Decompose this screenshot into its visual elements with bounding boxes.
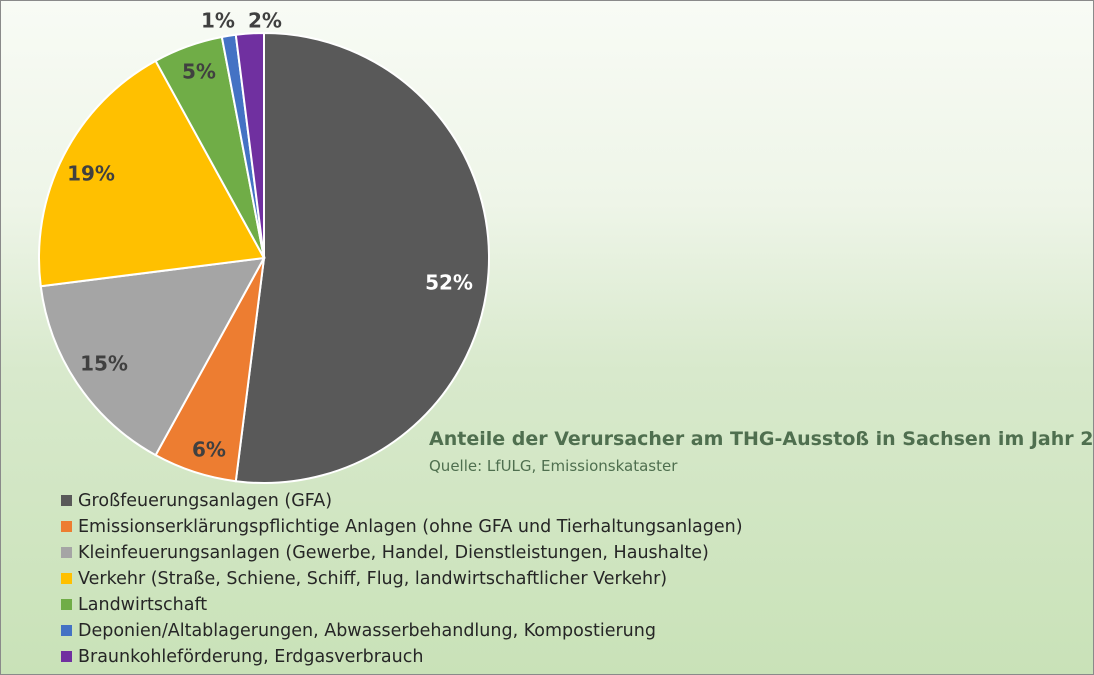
legend-item: Verkehr (Straße, Schiene, Schiff, Flug, …	[61, 566, 743, 592]
legend-item: Landwirtschaft	[61, 592, 743, 618]
chart-title: Anteile der Verursacher am THG-Ausstoß i…	[429, 428, 1094, 450]
legend-label: Landwirtschaft	[78, 595, 208, 615]
slice-data-label: 5%	[182, 60, 216, 84]
legend-label: Braunkohleförderung, Erdgasverbrauch	[78, 647, 424, 667]
legend-swatch	[61, 573, 72, 584]
legend: Großfeuerungsanlagen (GFA) Emissionserkl…	[61, 488, 743, 670]
legend-swatch	[61, 495, 72, 506]
slice-data-label: 19%	[67, 162, 115, 186]
legend-item: Braunkohleförderung, Erdgasverbrauch	[61, 644, 743, 670]
legend-item: Kleinfeuerungsanlagen (Gewerbe, Handel, …	[61, 540, 743, 566]
legend-label: Großfeuerungsanlagen (GFA)	[78, 491, 333, 511]
legend-label: Kleinfeuerungsanlagen (Gewerbe, Handel, …	[78, 543, 709, 563]
legend-item: Emissionserklärungspflichtige Anlagen (o…	[61, 514, 743, 540]
pie-slice	[234, 31, 490, 484]
pie-slice	[39, 256, 266, 457]
pie-slice	[38, 59, 266, 288]
legend-label: Emissionserklärungspflichtige Anlagen (o…	[78, 517, 743, 537]
legend-swatch	[61, 521, 72, 532]
pie-slice	[234, 31, 265, 259]
legend-swatch	[61, 651, 72, 662]
slice-data-label: 52%	[425, 271, 473, 295]
slice-data-label: 1%	[201, 9, 235, 33]
slice-data-label: 15%	[80, 352, 128, 376]
legend-item: Deponien/Altablagerungen, Abwasserbehand…	[61, 618, 743, 644]
legend-label: Verkehr (Straße, Schiene, Schiff, Flug, …	[78, 569, 668, 589]
legend-item: Großfeuerungsanlagen (GFA)	[61, 488, 743, 514]
legend-swatch	[61, 625, 72, 636]
chart-subtitle: Quelle: LfULG, Emissionskataster	[429, 457, 678, 475]
slice-data-label: 2%	[248, 9, 282, 33]
legend-swatch	[61, 599, 72, 610]
legend-label: Deponien/Altablagerungen, Abwasserbehand…	[78, 621, 656, 641]
legend-swatch	[61, 547, 72, 558]
slice-data-label: 6%	[192, 438, 226, 462]
